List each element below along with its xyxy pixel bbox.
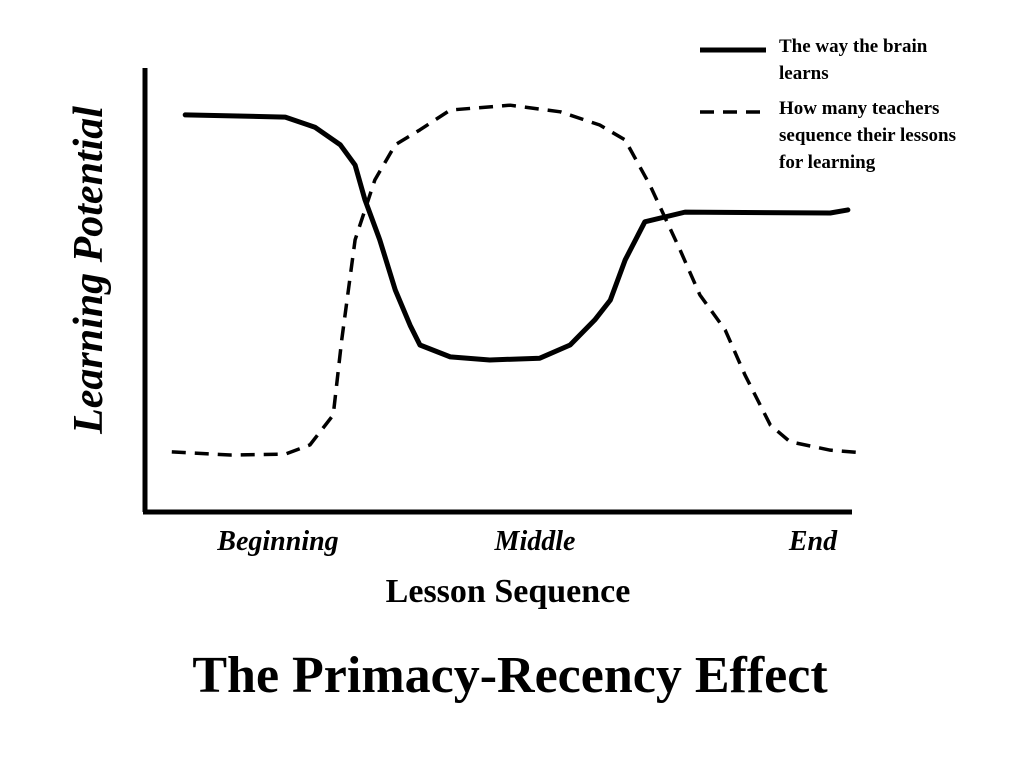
x-category-label: End [788, 526, 838, 557]
chart-title: The Primacy-Recency Effect [192, 647, 828, 704]
series-line [171, 103, 863, 457]
x-category-label: Middle [494, 526, 576, 557]
x-category-label: Beginning [216, 526, 338, 557]
legend-label: How many teachers sequence their lessons… [779, 98, 956, 173]
y-axis-label: Learning Potential [66, 106, 112, 435]
legend-label: The way the brain learns [779, 36, 928, 84]
series-line [182, 112, 851, 363]
x-axis-label: Lesson Sequence [386, 573, 631, 610]
